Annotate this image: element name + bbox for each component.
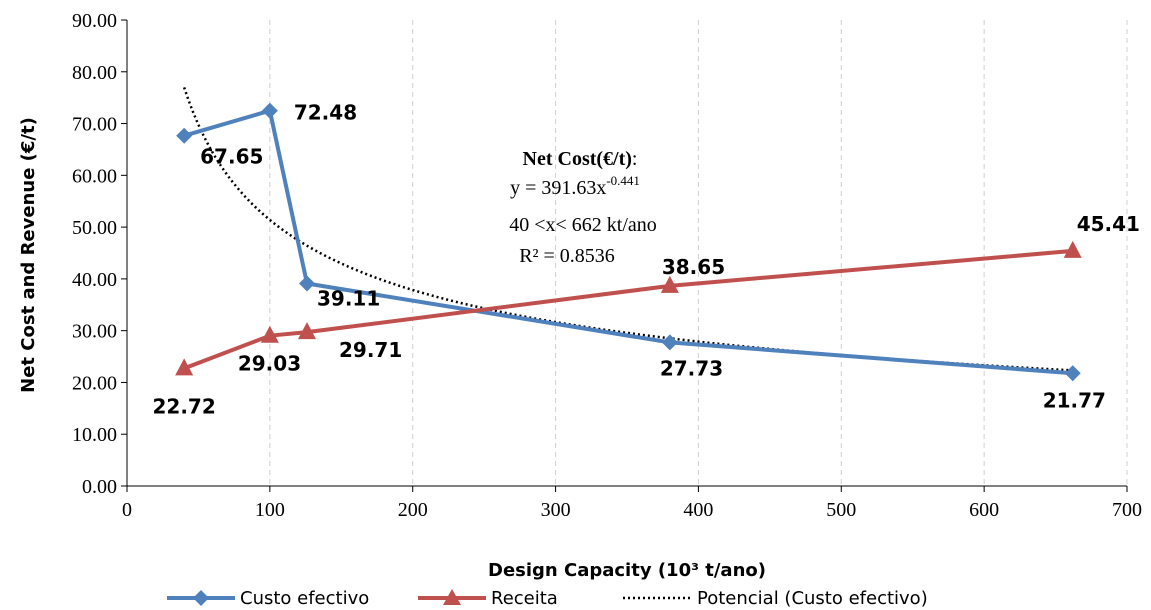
data-label: 38.65	[662, 255, 725, 279]
legend: Custo efectivo Receita Potencial (Custo …	[167, 588, 928, 609]
legend-item-custo: Custo efectivo	[167, 588, 369, 609]
annotation-title-suffix: :	[632, 148, 638, 170]
y-tick-label: 80.00	[72, 62, 117, 84]
x-tick-label: 500	[826, 499, 856, 521]
legend-label-trendline: Potencial (Custo efectivo)	[697, 588, 928, 609]
y-tick-labels: 0.00 10.00 20.00 30.00 40.00 50.00 60.00 70.00 8…	[72, 10, 117, 498]
x-tick-label: 600	[969, 499, 999, 521]
data-label: 22.72	[153, 394, 216, 418]
y-tick-label: 70.00	[72, 114, 117, 136]
data-label: 39.11	[317, 286, 380, 310]
x-tick-label: 200	[398, 499, 428, 521]
trendline-path	[182, 87, 1073, 372]
y-axis-label: Net Cost and Revenue (€/t)	[18, 117, 39, 393]
annotation-equation-exponent: -0.441	[606, 173, 640, 188]
annotation-equation: y = 391.63x-0.441	[510, 173, 640, 199]
data-point-triangle	[175, 358, 194, 376]
data-point-diamond	[661, 334, 678, 351]
annotation-r2: R² = 0.8536	[519, 245, 615, 267]
x-tick-label: 300	[541, 499, 571, 521]
y-tick-label: 40.00	[72, 269, 117, 291]
y-tick-label: 10.00	[72, 424, 117, 446]
data-labels: 67.65 72.48 39.11 27.73 21.77 22.72 29.03 29.71…	[153, 101, 1140, 419]
data-point-diamond	[299, 275, 315, 292]
legend-triangle-marker	[443, 589, 461, 605]
legend-label-receita: Receita	[491, 588, 558, 609]
grid	[269, 20, 1128, 486]
data-label: 21.77	[1043, 388, 1106, 412]
data-label: 67.65	[200, 145, 263, 169]
y-tick-label: 0.00	[82, 476, 117, 498]
data-point-triangle	[1063, 240, 1082, 258]
x-axis-label: Design Capacity (10³ t/ano)	[488, 560, 766, 581]
x-tick-label: 0	[122, 499, 132, 521]
legend-diamond-marker	[193, 590, 209, 606]
data-label: 29.71	[339, 338, 402, 362]
legend-item-receita: Receita	[418, 588, 558, 609]
data-label: 29.03	[238, 352, 301, 376]
annotation-equation-base: y = 391.63x	[510, 177, 606, 199]
data-point-triangle	[660, 275, 679, 293]
data-point-diamond	[1064, 365, 1081, 382]
y-tick-label: 50.00	[72, 217, 117, 239]
y-tick-label: 20.00	[72, 372, 117, 394]
data-label: 72.48	[294, 101, 357, 125]
data-point-triangle	[260, 325, 279, 343]
annotation-title-line: Net Cost(€/t):	[523, 148, 638, 170]
axes	[121, 19, 1128, 492]
x-tick-label: 700	[1112, 499, 1142, 521]
x-tick-labels: 0 100 200 300 400 500 600 700	[122, 499, 1142, 521]
annotation-box: Net Cost(€/t): y = 391.63x-0.441 40 <x< …	[509, 148, 657, 267]
x-tick-label: 400	[683, 499, 713, 521]
legend-item-trendline: Potencial (Custo efectivo)	[623, 588, 928, 609]
x-tick-label: 100	[255, 499, 285, 521]
annotation-range: 40 <x< 662 kt/ano	[509, 214, 657, 236]
legend-label-custo: Custo efectivo	[240, 588, 369, 609]
data-label: 45.41	[1077, 212, 1140, 236]
data-point-diamond	[261, 102, 278, 119]
data-point-triangle	[298, 322, 316, 340]
data-point-diamond	[176, 127, 193, 144]
y-tick-label: 90.00	[72, 10, 117, 32]
annotation-title: Net Cost(€/t)	[523, 148, 632, 170]
series-layer	[175, 102, 1082, 382]
data-label: 27.73	[660, 356, 723, 380]
y-tick-label: 60.00	[72, 165, 117, 187]
y-tick-label: 30.00	[72, 321, 117, 343]
trendline-layer	[182, 87, 1073, 372]
